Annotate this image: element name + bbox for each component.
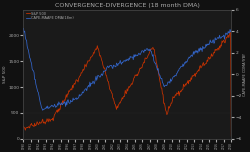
S&P 500	[194, 72, 198, 74]
S&P 500	[228, 31, 232, 33]
CAPE-MAAPE DMA(18m)	[84, 88, 87, 90]
CAPE-MAAPE DMA(18m)	[139, 53, 142, 55]
Line: S&P 500: S&P 500	[24, 32, 231, 136]
S&P 500	[24, 127, 28, 129]
CAPE-MAAPE DMA(18m)	[24, 39, 28, 40]
S&P 500	[22, 125, 25, 127]
S&P 500	[230, 135, 233, 137]
Line: CAPE-MAAPE DMA(18m): CAPE-MAAPE DMA(18m)	[24, 28, 231, 110]
CAPE-MAAPE DMA(18m)	[41, 109, 44, 111]
S&P 500	[84, 64, 87, 66]
S&P 500	[192, 74, 195, 76]
CAPE-MAAPE DMA(18m)	[195, 51, 198, 53]
CAPE-MAAPE DMA(18m)	[192, 54, 196, 55]
Y-axis label: CAPE-MAAPE CDMA/IYBY: CAPE-MAAPE CDMA/IYBY	[243, 53, 247, 96]
CAPE-MAAPE DMA(18m)	[68, 102, 71, 104]
CAPE-MAAPE DMA(18m)	[230, 29, 233, 31]
CAPE-MAAPE DMA(18m)	[22, 28, 25, 29]
Title: CONVERGENCE-DIVERGENCE (18 month DMA): CONVERGENCE-DIVERGENCE (18 month DMA)	[55, 3, 200, 8]
Y-axis label: S&P 500: S&P 500	[3, 65, 7, 83]
S&P 500	[138, 67, 141, 69]
S&P 500	[68, 91, 71, 92]
Legend: S&P 500, CAPE-MAAPE DMA(18m): S&P 500, CAPE-MAAPE DMA(18m)	[25, 11, 74, 21]
